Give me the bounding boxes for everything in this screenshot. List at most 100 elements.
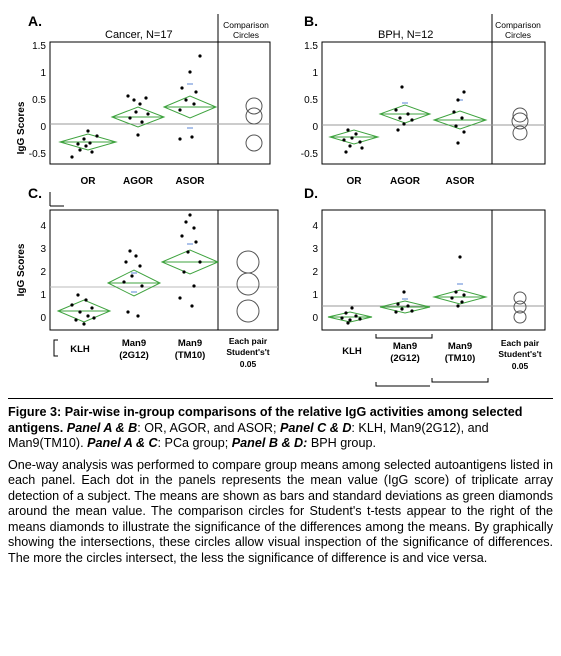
plot-frame — [321, 41, 546, 165]
data-point — [398, 116, 402, 120]
y-tick-label: -0.5 — [301, 149, 319, 160]
caption-heading: Figure 3: Pair-wise in-group comparisons… — [8, 405, 553, 452]
data-point — [406, 112, 410, 116]
data-point — [184, 98, 188, 102]
x-category-label: OR — [347, 176, 363, 187]
panel-title: BPH, N=12 — [378, 29, 433, 41]
data-point — [406, 304, 410, 308]
data-point — [194, 240, 198, 244]
x-category-label: Man9 — [122, 338, 146, 349]
y-tick-label: -0.5 — [29, 149, 47, 160]
panel-letter: D. — [304, 185, 318, 201]
data-point — [138, 102, 142, 106]
y-axis-label: IgG Scores — [16, 101, 27, 154]
data-point — [184, 220, 188, 224]
data-point — [140, 284, 144, 288]
panel-c: C. IgG Scores 4 3 2 1 0 — [16, 185, 279, 369]
data-point — [140, 120, 144, 124]
data-point — [186, 250, 190, 254]
x-category-label: OR — [81, 176, 97, 187]
data-point — [136, 133, 140, 137]
panel-letter: B. — [304, 13, 318, 29]
x-category-label: (TM10) — [175, 350, 206, 361]
panel-ref: Panel A & C — [87, 436, 158, 450]
y-tick-label: 1.5 — [32, 41, 46, 52]
x-category-label: ASOR — [176, 176, 206, 187]
data-point — [180, 86, 184, 90]
data-point — [460, 300, 464, 304]
data-point — [128, 116, 132, 120]
data-point — [130, 274, 134, 278]
panel-ref: Panel C & D — [280, 420, 352, 435]
data-point — [354, 314, 358, 318]
y-tick-label: 4 — [40, 221, 46, 232]
comparison-circle — [236, 272, 260, 296]
comparison-circle — [512, 125, 528, 141]
data-point — [450, 296, 454, 300]
data-point — [70, 155, 74, 159]
data-point — [92, 316, 96, 320]
x-category-label: AGOR — [390, 176, 421, 187]
y-axis-label: IgG Scores — [16, 243, 27, 296]
data-point — [402, 122, 406, 126]
x-category-label: ASOR — [446, 176, 476, 187]
data-point — [456, 98, 460, 102]
figure-label: Figure 3: — [8, 405, 62, 419]
y-tick-label: 4 — [312, 221, 318, 232]
data-point — [460, 116, 464, 120]
data-point — [400, 307, 404, 311]
data-point — [358, 317, 362, 321]
panel-ref: Panel A & B — [66, 420, 138, 435]
panel-a: A. Cancer, N=17 Comparison Circles IgG S… — [16, 13, 271, 187]
data-point — [82, 137, 86, 141]
data-point — [462, 130, 466, 134]
caption-body: One-way analysis was performed to compar… — [8, 457, 553, 565]
data-point — [178, 108, 182, 112]
data-points — [340, 255, 466, 325]
pair-label: 0.05 — [512, 361, 529, 371]
data-point — [192, 284, 196, 288]
data-point — [350, 306, 354, 310]
data-point — [462, 293, 466, 297]
data-point — [74, 318, 78, 322]
panel-desc: : PCa group; — [157, 436, 229, 450]
data-point — [84, 144, 88, 148]
data-point — [348, 318, 352, 322]
y-tick-label: 0.5 — [304, 95, 318, 106]
panel-desc: BPH group. — [310, 436, 376, 450]
data-point — [86, 314, 90, 318]
data-points — [70, 213, 202, 326]
data-point — [84, 298, 88, 302]
data-point — [90, 150, 94, 154]
x-category-label: KLH — [342, 346, 362, 357]
comparison-label-line1: Comparison — [495, 20, 541, 30]
y-tick-label: 2 — [40, 267, 46, 278]
category-bracket — [53, 339, 58, 357]
panel-letter: C. — [28, 185, 42, 201]
data-points — [70, 54, 202, 159]
data-point — [146, 112, 150, 116]
pair-label: 0.05 — [240, 359, 257, 369]
data-point — [134, 254, 138, 258]
comparison-label-line2: Circles — [233, 30, 259, 40]
data-point — [394, 310, 398, 314]
data-point — [344, 311, 348, 315]
data-point — [132, 98, 136, 102]
data-point — [144, 96, 148, 100]
panel-desc: : KLH, Man9(2G12), and Man9(TM10). — [8, 420, 489, 451]
y-tick-label: 0 — [40, 122, 46, 133]
data-point — [86, 129, 90, 133]
plot-frame — [49, 209, 279, 331]
y-tick-label: 3 — [40, 244, 46, 255]
comparison-circle — [236, 250, 260, 274]
y-tick-label: 1.5 — [304, 41, 318, 52]
data-point — [126, 94, 130, 98]
data-point — [402, 290, 406, 294]
data-point — [192, 226, 196, 230]
data-point — [182, 270, 186, 274]
panel-letter: A. — [28, 13, 42, 29]
data-point — [344, 150, 348, 154]
pair-label: Each pair — [501, 338, 540, 348]
data-point — [178, 137, 182, 141]
data-point — [134, 110, 138, 114]
